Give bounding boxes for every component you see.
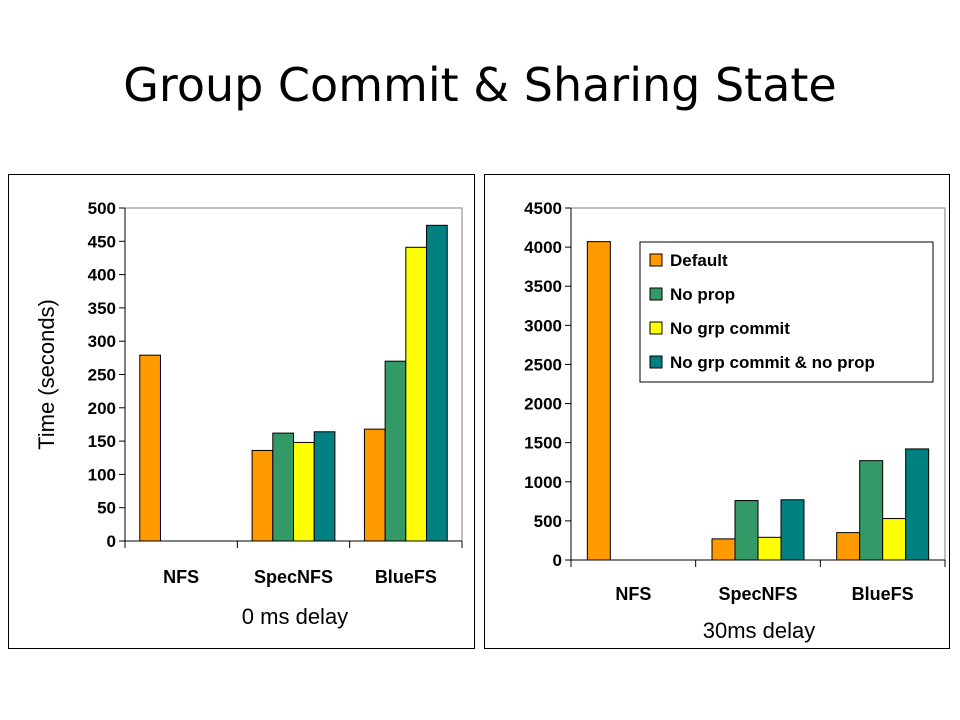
legend-label: No grp commit & no prop [670,353,875,372]
x-axis-title: 30ms delay [703,618,816,643]
bar-specnfs-1 [734,500,759,561]
y-tick-label: 500 [534,512,562,531]
y-tick-label: 3500 [524,277,562,296]
bar-bluefs-1 [859,460,884,561]
legend-swatch [649,355,663,369]
bar-bluefs-1 [384,360,407,542]
bar-bluefs-0 [836,532,861,561]
chart-left: 0 50 100 150 200 250 300 350 400 450 500 NFS SpecNFS… [34,199,463,629]
bar-nfs-0 [139,354,161,542]
legend-swatch [649,287,663,301]
category-label: NFS [163,567,199,587]
y-tick-label: 50 [97,499,116,518]
bar-bluefs-3 [426,224,448,542]
chart-left-frame: 0 50 100 150 200 250 300 350 400 450 500 NFS SpecNFS… [8,174,475,649]
y-tick-label: 150 [88,432,116,451]
category-label: NFS [615,584,651,604]
slide-title: Group Commit & Sharing State [123,58,837,112]
y-tick-label: 250 [88,366,116,385]
bar-specnfs-1 [272,432,294,542]
category-label: SpecNFS [254,567,333,587]
chart-right-frame: 0 500 1000 1500 2000 2500 3000 3500 4000 4500 NFS S… [484,174,950,649]
category-label: BlueFS [375,567,437,587]
bar-nfs-0 [586,241,611,561]
y-axis-title: Time (seconds) [34,299,59,450]
legend-label: Default [670,251,728,270]
bar-specnfs-3 [780,499,805,561]
y-tick-label: 400 [88,266,116,285]
bar-specnfs-2 [757,536,782,561]
y-tick-label: 2000 [524,395,562,414]
y-tick-label: 0 [107,532,116,551]
legend-label: No prop [670,285,735,304]
bar-specnfs-3 [313,431,336,542]
bar-bluefs-2 [882,518,907,561]
bar-specnfs-0 [711,538,736,561]
y-tick-label: 350 [88,299,116,318]
y-tick-label: 1000 [524,473,562,492]
legend-box [639,241,934,383]
bar-bluefs-3 [905,448,930,561]
y-tick-label: 200 [88,399,116,418]
y-tick-label: 3000 [524,316,562,335]
y-tick-label: 100 [88,465,116,484]
y-tick-label: 1500 [524,434,562,453]
legend-swatch [649,321,663,335]
bar-bluefs-2 [405,246,428,542]
y-tick-label: 300 [88,332,116,351]
chart-right: 0 500 1000 1500 2000 2500 3000 3500 4000 4500 NFS S… [524,199,946,643]
category-label: SpecNFS [718,584,797,604]
bar-bluefs-0 [363,428,386,542]
y-tick-label: 4000 [524,238,562,257]
y-tick-label: 500 [88,199,116,218]
category-label: BlueFS [852,584,914,604]
bar-specnfs-0 [251,449,274,542]
y-tick-label: 2500 [524,355,562,374]
y-tick-label: 4500 [524,199,562,218]
bar-specnfs-2 [293,441,315,542]
x-axis-title: 0 ms delay [242,604,348,629]
legend-swatch [649,253,663,267]
y-tick-label: 450 [88,232,116,251]
y-tick-label: 0 [553,551,562,570]
legend-label: No grp commit [670,319,790,338]
